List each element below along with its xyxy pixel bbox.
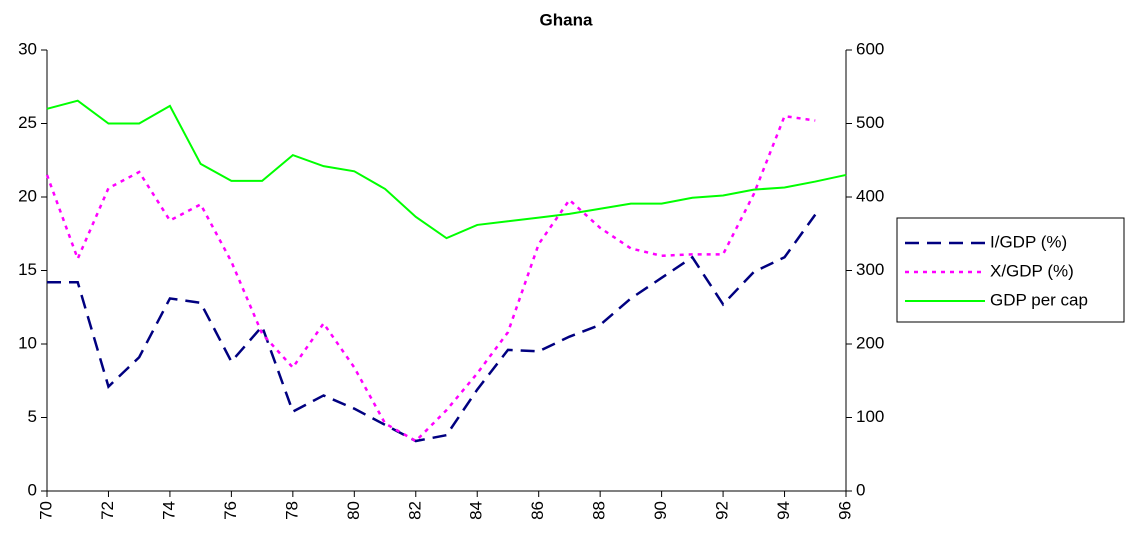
y2-tick-label: 0 — [856, 480, 865, 499]
legend-label: GDP per cap — [990, 290, 1088, 309]
legend-label: I/GDP (%) — [990, 232, 1067, 251]
y-tick-label: 15 — [18, 260, 37, 279]
y-tick-label: 10 — [18, 333, 37, 352]
y-tick-label: 30 — [18, 39, 37, 58]
y2-tick-label: 100 — [856, 407, 884, 426]
x-tick-label: 92 — [713, 501, 732, 520]
series-line — [46, 99, 847, 240]
x-tick-label: 94 — [774, 501, 793, 520]
x-tick-label: 76 — [221, 501, 240, 520]
series-line — [45, 114, 816, 443]
y-tick-label: 20 — [18, 186, 37, 205]
x-tick-label: 96 — [835, 501, 854, 520]
y2-tick-label: 200 — [856, 333, 884, 352]
x-tick-label: 72 — [98, 501, 117, 520]
x-tick-label: 88 — [590, 501, 609, 520]
y-tick-label: 25 — [18, 113, 37, 132]
y2-tick-label: 400 — [856, 186, 884, 205]
x-tick-label: 84 — [467, 501, 486, 520]
y-tick-label: 5 — [28, 407, 37, 426]
x-tick-label: 80 — [344, 501, 363, 520]
x-tick-label: 74 — [159, 501, 178, 520]
series-line — [47, 213, 817, 443]
y2-tick-label: 500 — [856, 113, 884, 132]
legend-box — [896, 217, 1125, 323]
x-tick-label: 82 — [405, 501, 424, 520]
x-tick-label: 70 — [36, 501, 55, 520]
y2-tick-label: 300 — [856, 260, 884, 279]
chart-title: Ghana — [540, 10, 593, 29]
x-tick-label: 86 — [528, 501, 547, 520]
y2-tick-label: 600 — [856, 39, 884, 58]
legend-label: X/GDP (%) — [990, 261, 1074, 280]
x-tick-label: 90 — [651, 501, 670, 520]
y-tick-label: 0 — [28, 480, 37, 499]
x-tick-label: 78 — [282, 501, 301, 520]
